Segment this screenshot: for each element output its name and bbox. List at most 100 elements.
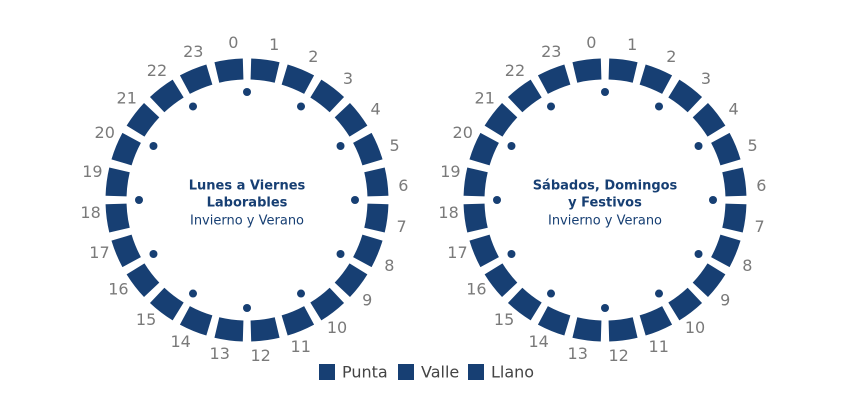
- hour-segment: [214, 58, 244, 83]
- hour-segment: [668, 287, 703, 321]
- hour-label: 8: [384, 256, 394, 275]
- hour-segment: [126, 102, 160, 137]
- hour-label: 20: [453, 123, 473, 142]
- hour-segment: [484, 102, 518, 137]
- hour-label: 6: [398, 176, 408, 195]
- hour-segment: [364, 203, 389, 233]
- hour-label: 21: [117, 89, 137, 108]
- hour-segment: [469, 234, 500, 268]
- hour-segment: [111, 132, 142, 166]
- hour-label: 17: [89, 243, 109, 262]
- dot: [297, 102, 305, 111]
- hour-label: 17: [447, 243, 467, 262]
- hour-segment: [639, 64, 673, 95]
- dot: [336, 142, 345, 150]
- dot: [297, 289, 305, 298]
- dot: [694, 142, 703, 150]
- hour-label: 18: [438, 203, 458, 222]
- hour-segment: [281, 305, 315, 336]
- hour-segment: [334, 263, 368, 298]
- hour-label: 23: [183, 42, 203, 61]
- hour-segment: [281, 64, 315, 95]
- dial-title: Laborables: [207, 196, 288, 211]
- hour-segment: [105, 203, 130, 233]
- dot: [601, 88, 609, 96]
- hour-segment: [507, 287, 542, 321]
- dot: [336, 250, 345, 258]
- hour-label: 14: [170, 332, 190, 351]
- legend-swatch: [319, 364, 335, 380]
- hour-segment: [149, 79, 184, 113]
- hour-label: 5: [389, 136, 399, 155]
- legend-swatch: [468, 364, 484, 380]
- hour-segment: [250, 317, 280, 342]
- hour-segment: [334, 102, 368, 137]
- dot: [493, 196, 501, 204]
- hour-label: 1: [627, 35, 637, 54]
- hour-segment: [484, 263, 518, 298]
- hour-label: 9: [720, 290, 730, 309]
- hour-segment: [507, 79, 542, 113]
- hour-label: 11: [291, 337, 311, 356]
- dot: [243, 88, 251, 96]
- hour-label: 16: [108, 280, 128, 299]
- hour-segment: [310, 79, 345, 113]
- hour-label: 4: [729, 99, 739, 118]
- hour-segment: [639, 305, 673, 336]
- hour-segment: [214, 317, 244, 342]
- hour-segment: [179, 305, 213, 336]
- hour-segment: [250, 58, 280, 83]
- hour-segment: [179, 64, 213, 95]
- dot: [507, 250, 516, 258]
- hour-label: 5: [747, 136, 757, 155]
- dial-subtitle: Invierno y Verano: [190, 214, 304, 229]
- hour-label: 9: [362, 290, 372, 309]
- hour-segment: [149, 287, 184, 321]
- hour-segment: [710, 234, 741, 268]
- dot: [135, 196, 143, 204]
- hour-label: 1: [269, 35, 279, 54]
- hour-label: 14: [528, 332, 548, 351]
- hour-segment: [608, 58, 638, 83]
- dot: [149, 250, 158, 258]
- dot: [189, 102, 197, 111]
- hour-label: 3: [701, 69, 711, 88]
- hour-segment: [608, 317, 638, 342]
- hour-segment: [105, 167, 130, 197]
- legend-swatch: [398, 364, 414, 380]
- dot: [709, 196, 717, 204]
- hour-segment: [537, 64, 571, 95]
- hour-label: 10: [685, 318, 705, 337]
- hour-label: 23: [541, 42, 561, 61]
- hour-label: 3: [343, 69, 353, 88]
- legend: Punta Valle Llano: [319, 363, 534, 382]
- dot: [351, 196, 359, 204]
- hour-label: 19: [440, 162, 460, 181]
- dial-title: y Festivos: [568, 196, 642, 211]
- hour-segment: [463, 203, 488, 233]
- hour-label: 7: [397, 217, 407, 236]
- hour-segment: [352, 234, 383, 268]
- hour-label: 19: [82, 162, 102, 181]
- hour-segment: [710, 132, 741, 166]
- hour-segment: [692, 102, 726, 137]
- hour-label: 8: [742, 256, 752, 275]
- hour-label: 2: [308, 47, 318, 66]
- hour-segment: [111, 234, 142, 268]
- hour-label: 2: [666, 47, 676, 66]
- hour-label: 20: [95, 123, 115, 142]
- hour-label: 18: [80, 203, 100, 222]
- hour-label: 0: [586, 33, 596, 52]
- legend-label: Punta: [342, 363, 388, 382]
- hour-segment: [126, 263, 160, 298]
- hour-label: 22: [147, 61, 167, 80]
- hour-segment: [572, 317, 602, 342]
- hour-segment: [469, 132, 500, 166]
- hour-label: 0: [228, 33, 238, 52]
- hour-label: 4: [371, 99, 381, 118]
- legend-label: Valle: [421, 363, 459, 382]
- dot: [655, 289, 663, 298]
- dial-title: Sábados, Domingos: [533, 179, 678, 194]
- hour-label: 6: [756, 176, 766, 195]
- hour-label: 22: [505, 61, 525, 80]
